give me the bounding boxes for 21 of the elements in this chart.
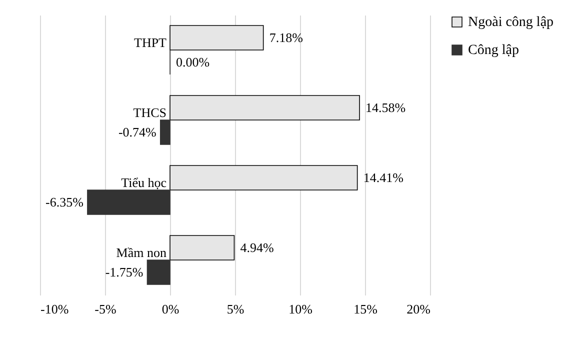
x-tick-label: 0% [162, 302, 180, 316]
x-tick-label: 20% [406, 302, 431, 316]
data-label: 14.41% [363, 170, 404, 185]
x-tick-label: -10% [40, 302, 69, 316]
x-tick-label: -5% [94, 302, 116, 316]
data-label: 7.18% [269, 30, 304, 45]
y-tick-label: THCS [133, 105, 166, 120]
data-label: -1.75% [105, 264, 144, 280]
x-tick-label: 10% [288, 302, 313, 316]
data-label: -6.35% [46, 194, 84, 210]
x-tick-label: 5% [226, 302, 244, 316]
y-tick-label: THPT [134, 35, 167, 50]
legend-label: Ngoài công lập [468, 15, 554, 30]
y-tick-label: Tiểu học [121, 175, 167, 190]
x-tick-label: 15% [354, 302, 378, 316]
data-label: -0.74% [118, 124, 157, 140]
y-tick-label: Mầm non [116, 245, 167, 260]
data-label: 14.58% [366, 100, 406, 115]
data-label: 4.94% [240, 240, 274, 255]
data-label: 0.00% [176, 54, 210, 70]
legend-label: Công lập [468, 43, 519, 58]
